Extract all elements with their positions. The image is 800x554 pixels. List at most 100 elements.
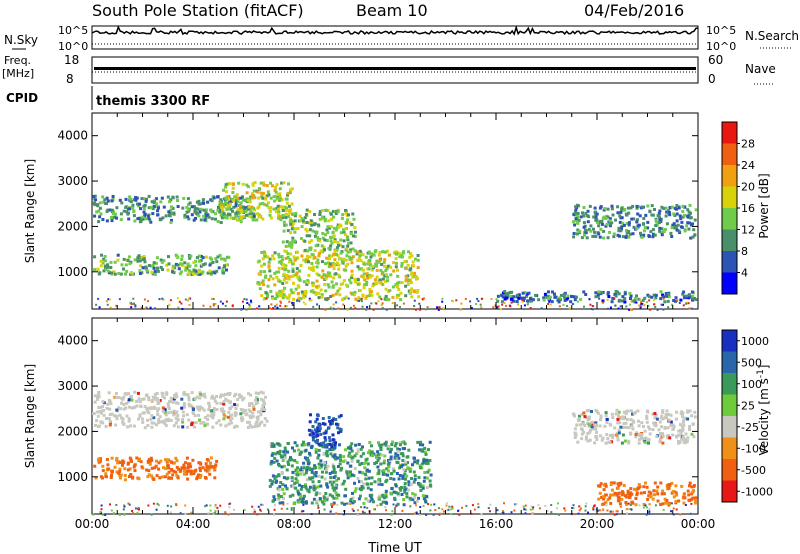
data-cell: [547, 297, 551, 301]
data-cell: [411, 492, 415, 496]
data-cell: [222, 271, 226, 275]
data-cell: [266, 190, 270, 194]
data-cell: [648, 513, 651, 515]
data-cell: [626, 512, 628, 515]
data-cell: [172, 424, 176, 428]
data-cell: [337, 307, 340, 310]
data-cell: [321, 269, 325, 273]
data-cell: [623, 439, 627, 443]
data-cell: [605, 223, 609, 226]
data-cell: [132, 424, 136, 428]
data-cell: [271, 297, 275, 300]
data-cell: [198, 469, 202, 473]
data-cell: [688, 295, 692, 299]
data-cell: [617, 496, 621, 500]
data-cell: [383, 298, 386, 301]
data-cell: [184, 512, 187, 515]
data-cell: [652, 489, 656, 493]
data-cell: [135, 456, 139, 460]
data-cell: [224, 424, 228, 428]
data-cell: [411, 260, 415, 264]
data-cell: [284, 295, 288, 299]
data-cell: [512, 295, 516, 299]
data-cell: [259, 273, 263, 277]
data-cell: [605, 420, 609, 424]
data-cell: [93, 194, 97, 198]
data-cell: [414, 257, 417, 261]
data-cell: [332, 496, 336, 500]
data-cell: [329, 476, 333, 480]
data-cell: [632, 411, 636, 415]
data-cell: [626, 492, 630, 496]
data-cell: [662, 297, 665, 300]
data-cell: [113, 212, 117, 216]
data-cell: [194, 206, 198, 210]
data-cell: [401, 251, 405, 255]
data-cell: [465, 504, 468, 507]
data-cell: [501, 300, 504, 304]
data-cell: [442, 510, 445, 513]
data-cell: [373, 278, 377, 282]
data-cell: [480, 306, 483, 309]
data-cell: [97, 209, 101, 213]
data-cell: [356, 250, 360, 254]
data-cell: [219, 504, 222, 507]
data-cell: [401, 476, 405, 480]
data-cell: [284, 250, 288, 253]
data-cell: [237, 181, 241, 185]
data-cell: [267, 278, 271, 282]
data-cell: [389, 265, 393, 269]
data-cell: [657, 428, 661, 432]
data-cell: [251, 505, 254, 508]
data-cell: [423, 471, 427, 474]
data-cell: [186, 477, 190, 481]
data-cell: [183, 461, 187, 465]
data-cell: [152, 261, 156, 265]
data-cell: [629, 294, 633, 298]
data-cell: [245, 298, 248, 301]
data-cell: [139, 207, 143, 211]
data-cell: [344, 233, 347, 237]
data-cell: [677, 499, 681, 503]
data-cell: [376, 450, 380, 454]
data-cell: [97, 406, 101, 409]
data-cell: [115, 304, 118, 307]
data-cell: [245, 197, 249, 201]
data-cell: [302, 503, 305, 506]
data-cell: [159, 459, 163, 463]
data-cell: [378, 295, 382, 299]
data-cell: [245, 213, 249, 217]
data-cell: [647, 490, 651, 494]
data-cell: [688, 307, 691, 310]
data-cell: [265, 419, 269, 423]
data-cell: [182, 402, 186, 406]
data-cell: [261, 196, 265, 200]
data-cell: [329, 422, 333, 426]
data-cell: [423, 476, 427, 480]
data-cell: [143, 298, 146, 301]
data-cell: [193, 210, 197, 214]
data-cell: [334, 212, 338, 215]
data-cell: [92, 195, 96, 198]
data-cell: [257, 392, 260, 395]
data-cell: [284, 268, 288, 271]
data-cell: [278, 280, 282, 284]
data-cell: [236, 218, 240, 222]
data-cell: [326, 464, 330, 468]
data-cell: [627, 426, 631, 430]
data-cell: [664, 206, 668, 210]
data-cell: [407, 289, 411, 293]
data-cell: [320, 463, 324, 467]
data-cell: [334, 272, 338, 276]
data-cell: [164, 475, 167, 479]
data-cell: [565, 297, 569, 301]
data-cell: [226, 415, 230, 419]
data-cell: [335, 282, 338, 286]
data-cell: [358, 249, 362, 253]
colorbar-swatch: [722, 330, 737, 352]
data-cell: [105, 458, 109, 461]
data-cell: [278, 501, 282, 505]
data-cell: [224, 183, 228, 187]
data-cell: [344, 494, 347, 498]
data-cell: [255, 307, 258, 310]
